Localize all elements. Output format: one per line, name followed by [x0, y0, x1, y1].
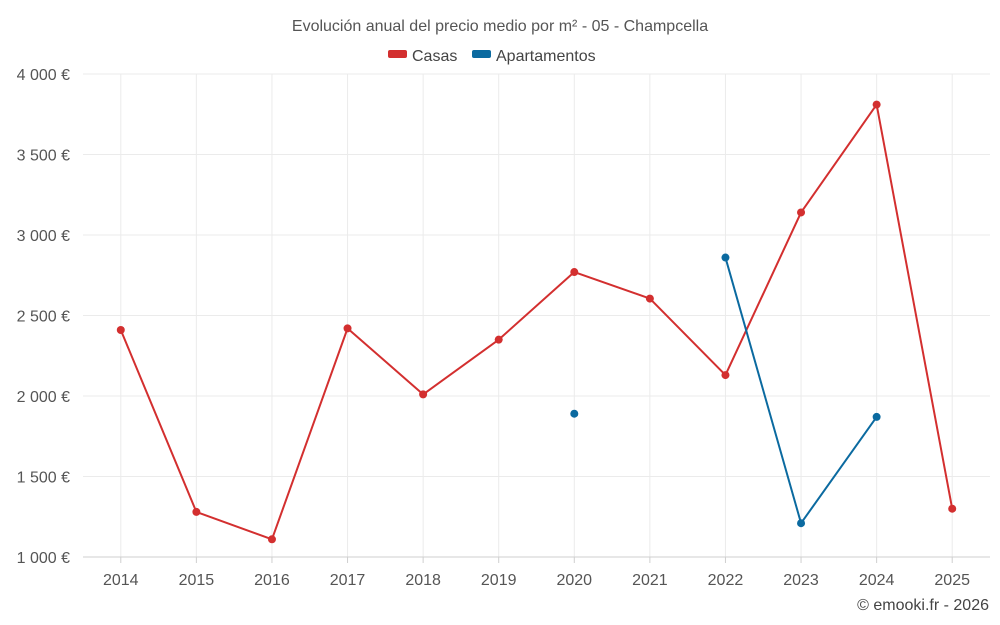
- data-point-apartamentos-2023[interactable]: [797, 519, 806, 528]
- y-tick-label: 1 500 €: [17, 470, 70, 487]
- data-point-casas-2022[interactable]: [721, 371, 730, 380]
- x-tick-label: 2021: [632, 572, 668, 589]
- data-point-casas-2024[interactable]: [872, 100, 881, 109]
- x-tick-label: 2017: [330, 572, 366, 589]
- data-point-apartamentos-2020[interactable]: [570, 409, 579, 418]
- data-point-casas-2021[interactable]: [645, 294, 654, 303]
- legend-label-apartamentos: Apartamentos: [496, 48, 596, 65]
- data-point-casas-2020[interactable]: [570, 268, 579, 277]
- data-point-casas-2014[interactable]: [116, 325, 125, 334]
- credit-text: © emooki.fr - 2026: [857, 597, 989, 614]
- axes: 1 000 € 1 500 € 2 000 € 2 500 € 3 000 € 3 500…: [17, 67, 990, 589]
- data-point-casas-2017[interactable]: [343, 324, 352, 333]
- data-point-casas-2019[interactable]: [494, 335, 503, 344]
- legend-item-apartamentos[interactable]: Apartamentos: [472, 48, 596, 65]
- series-line-casas: [119, 103, 954, 541]
- y-tick-label: 1 000 €: [17, 550, 70, 567]
- data-point-apartamentos-2024[interactable]: [872, 412, 881, 421]
- data-point-casas-2023[interactable]: [797, 208, 806, 217]
- y-tick-label: 2 000 €: [17, 389, 70, 406]
- data-point-casas-2025[interactable]: [948, 504, 957, 513]
- y-tick-label: 4 000 €: [17, 67, 70, 84]
- x-tick-label: 2024: [859, 572, 895, 589]
- legend-label-casas: Casas: [412, 48, 457, 65]
- x-tick-label: 2022: [708, 572, 744, 589]
- data-point-casas-2016[interactable]: [267, 535, 276, 544]
- series: [116, 100, 957, 544]
- y-tick-label: 3 500 €: [17, 148, 70, 165]
- legend-item-casas[interactable]: Casas: [388, 48, 457, 65]
- x-tick-label: 2014: [103, 572, 139, 589]
- data-point-casas-2015[interactable]: [192, 507, 201, 516]
- x-tick-label: 2018: [405, 572, 441, 589]
- data-point-apartamentos-2022[interactable]: [721, 253, 730, 262]
- series-casas: [116, 100, 957, 544]
- legend-swatch-casas: [388, 50, 407, 58]
- chart-title: Evolución anual del precio medio por m² …: [292, 18, 708, 35]
- x-tick-label: 2019: [481, 572, 517, 589]
- series-apartamentos: [570, 253, 881, 528]
- legend-swatch-apartamentos: [472, 50, 491, 58]
- legend: Casas Apartamentos: [388, 48, 596, 65]
- y-tick-label: 3 000 €: [17, 228, 70, 245]
- x-tick-label: 2016: [254, 572, 290, 589]
- x-tick-label: 2025: [934, 572, 970, 589]
- x-tick-label: 2015: [179, 572, 215, 589]
- grid: [83, 73, 990, 557]
- x-tick-label: 2023: [783, 572, 819, 589]
- y-tick-label: 2 500 €: [17, 309, 70, 326]
- data-point-casas-2018[interactable]: [419, 390, 428, 399]
- x-tick-label: 2020: [556, 572, 592, 589]
